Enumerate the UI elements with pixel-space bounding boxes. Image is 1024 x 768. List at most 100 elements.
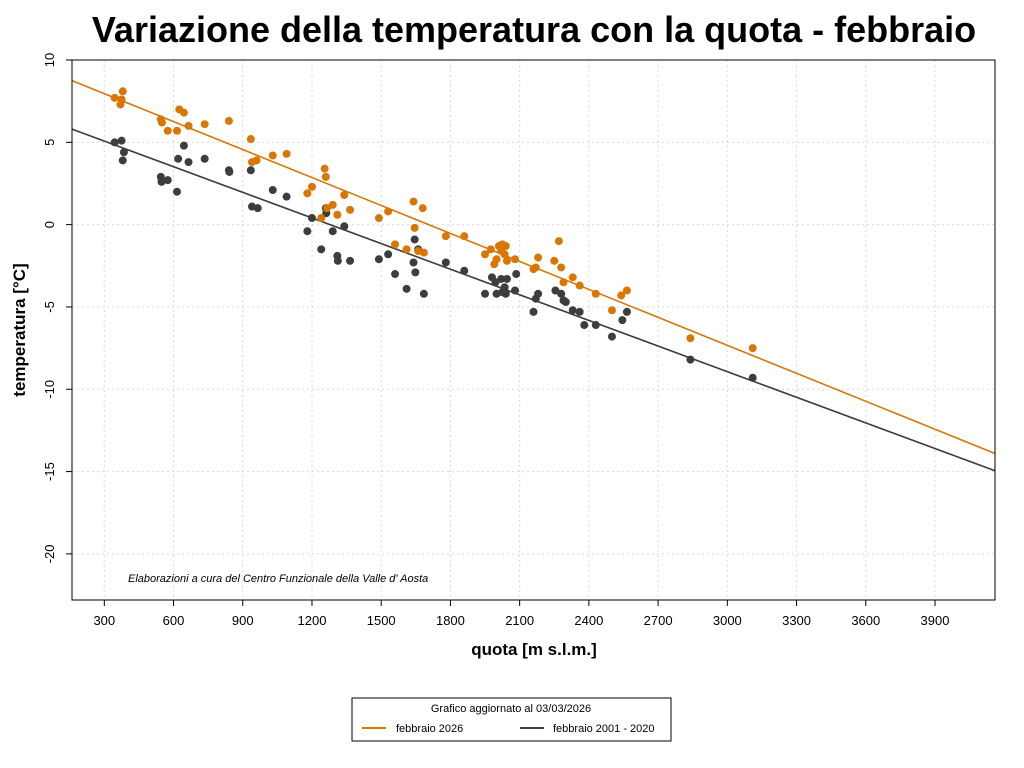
x-tick-label: 3000 <box>713 613 742 628</box>
data-point-current <box>568 273 577 282</box>
data-point-current <box>441 232 450 241</box>
y-axis-ticks: -20 -15 -10 -5 0 5 10 <box>42 53 72 564</box>
y-tick-label: 5 <box>42 139 57 146</box>
x-tick-label: 1500 <box>367 613 396 628</box>
data-point-current <box>486 245 495 254</box>
data-point-current <box>492 255 501 264</box>
data-point-current <box>534 253 543 262</box>
data-point-current <box>501 242 510 251</box>
data-point-current <box>748 344 757 353</box>
data-point-historical <box>333 256 342 265</box>
data-point-historical <box>117 136 126 145</box>
data-point-historical <box>748 373 757 382</box>
data-point-current <box>481 250 490 259</box>
y-tick-label: -20 <box>42 545 57 564</box>
data-point-historical <box>118 156 127 165</box>
data-point-current <box>419 248 428 257</box>
data-point-historical <box>686 355 695 364</box>
data-point-historical <box>200 154 209 163</box>
data-point-current <box>328 200 337 209</box>
x-tick-label: 3600 <box>851 613 880 628</box>
data-point-current <box>320 164 329 173</box>
data-point-historical <box>622 307 631 316</box>
data-point-current <box>184 121 193 130</box>
x-axis-ticks: 300 600 900 1200 1500 1800 2100 2400 2700 3000 330… <box>93 600 949 628</box>
chart-title: Variazione della temperatura con la quot… <box>92 9 976 50</box>
data-point-historical <box>110 138 119 147</box>
x-tick-label: 2700 <box>644 613 673 628</box>
x-tick-label: 900 <box>232 613 254 628</box>
data-point-current <box>686 334 695 343</box>
data-point-historical <box>534 289 543 298</box>
data-point-historical <box>328 227 337 236</box>
data-point-current <box>511 255 520 264</box>
data-point-historical <box>303 227 312 236</box>
data-point-historical <box>501 289 510 298</box>
data-point-historical <box>163 176 172 185</box>
data-point-historical <box>391 270 400 279</box>
data-point-current <box>340 191 349 199</box>
data-point-current <box>460 232 469 241</box>
y-tick-label: -10 <box>42 380 57 399</box>
data-point-current <box>622 286 631 295</box>
data-point-historical <box>511 286 520 295</box>
data-point-historical <box>340 222 349 231</box>
data-point-current <box>575 281 584 290</box>
data-point-historical <box>119 148 128 157</box>
legend-label-historical: febbraio 2001 - 2020 <box>553 723 655 735</box>
data-point-historical <box>512 270 521 279</box>
data-point-historical <box>184 158 193 167</box>
legend: Grafico aggiornato al 03/03/2026 febbrai… <box>351 697 672 742</box>
data-point-historical <box>282 192 291 201</box>
data-point-current <box>559 278 568 287</box>
data-point-historical <box>557 289 566 298</box>
data-point-current <box>157 118 166 127</box>
data-point-historical <box>317 245 326 254</box>
data-point-historical <box>410 235 419 244</box>
y-tick-label: 10 <box>42 53 57 67</box>
data-point-historical <box>253 204 262 213</box>
data-point-current <box>317 214 326 223</box>
data-point-current <box>557 263 566 272</box>
data-point-current <box>252 156 261 165</box>
data-point-current <box>402 245 411 254</box>
plot-frame <box>71 59 996 601</box>
data-point-current <box>307 182 316 191</box>
data-point-current <box>224 116 233 125</box>
data-point-current <box>384 207 393 216</box>
x-tick-label: 600 <box>163 613 185 628</box>
data-point-historical <box>179 141 188 150</box>
legend-title: Grafico aggiornato al 03/03/2026 <box>431 703 591 715</box>
data-point-historical <box>460 266 469 275</box>
data-point-current <box>607 306 616 315</box>
data-point-current <box>179 108 188 117</box>
data-point-current <box>418 204 427 213</box>
y-tick-label: 0 <box>42 221 57 228</box>
data-point-current <box>391 240 400 249</box>
data-point-historical <box>172 187 181 196</box>
x-tick-label: 1800 <box>436 613 465 628</box>
x-tick-label: 2100 <box>505 613 534 628</box>
data-point-current <box>200 120 209 129</box>
x-tick-label: 3900 <box>921 613 950 628</box>
data-point-historical <box>384 250 393 259</box>
data-point-historical <box>409 258 418 267</box>
data-point-current <box>110 93 119 102</box>
data-point-historical <box>307 214 316 223</box>
data-point-current <box>374 214 383 223</box>
x-axis-label: quota [m s.l.m.] <box>471 640 597 659</box>
data-point-historical <box>607 332 616 341</box>
data-point-historical <box>591 321 600 330</box>
data-point-current <box>502 256 511 265</box>
data-point-historical <box>157 177 166 186</box>
data-point-historical <box>481 289 490 298</box>
credit-note: Elaborazioni a cura del Centro Funzional… <box>128 573 428 585</box>
y-axis-label: temperatura [°C] <box>10 263 29 396</box>
data-point-historical <box>441 258 450 267</box>
x-tick-label: 2400 <box>574 613 603 628</box>
data-point-historical <box>346 256 355 265</box>
data-point-current <box>531 263 540 272</box>
data-point-historical <box>225 167 234 176</box>
data-point-current <box>550 256 559 265</box>
